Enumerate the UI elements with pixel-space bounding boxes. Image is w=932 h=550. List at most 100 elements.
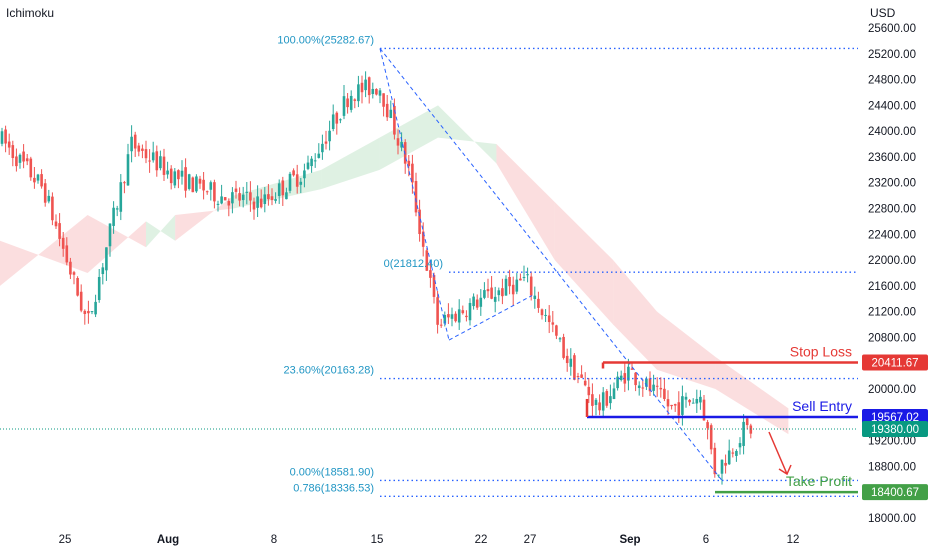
candle-body <box>54 221 58 227</box>
candle-body <box>414 180 418 213</box>
candle-body <box>497 290 501 296</box>
candle-body <box>724 462 727 466</box>
ichimoku-cloud-segment <box>146 214 176 248</box>
x-axis-tick-label: 6 <box>703 534 709 546</box>
candle-body <box>252 201 256 210</box>
y-axis-tick-label: 24800.00 <box>868 75 916 87</box>
candle-body <box>475 299 479 308</box>
candle-body <box>457 309 461 323</box>
candle-body <box>688 399 691 403</box>
candle-body <box>742 421 745 446</box>
candle-body <box>162 156 166 175</box>
candle-body <box>180 170 184 177</box>
currency-label: USD <box>870 6 896 20</box>
candle-body <box>375 88 378 95</box>
candle-body <box>155 151 159 171</box>
candle-body <box>522 277 526 279</box>
candle-body <box>432 275 436 297</box>
candle-body <box>360 82 364 93</box>
candle-body <box>25 158 29 162</box>
fib-trendline <box>379 48 450 341</box>
candle-body <box>443 314 447 324</box>
candle-body <box>461 310 465 314</box>
candle-body <box>141 148 144 151</box>
candle-body <box>144 149 148 159</box>
candle-body <box>713 447 717 475</box>
candle-body <box>29 158 33 178</box>
candle-body <box>472 296 475 307</box>
candle-body <box>425 250 429 271</box>
candle-body <box>598 402 601 411</box>
candle-body <box>418 209 421 235</box>
candle-body <box>130 136 133 152</box>
candle-body <box>537 298 540 308</box>
candle-body <box>526 274 529 276</box>
candle-body <box>90 311 94 313</box>
candle-body <box>263 194 267 205</box>
fib-level-label: 0(21812.40) <box>384 258 443 270</box>
y-axis-tick-label: 20000.00 <box>868 384 916 396</box>
sell-entry-price-tag-bg <box>862 408 928 425</box>
candle-body <box>267 194 270 200</box>
candle-body <box>583 380 587 386</box>
candle-body <box>159 156 162 169</box>
x-axis-tick-label: 27 <box>524 534 537 546</box>
candle-body <box>321 143 324 153</box>
projection-arrow <box>768 431 788 475</box>
candle-body <box>637 385 641 389</box>
candle-body <box>234 188 238 192</box>
fib-level-label: 0.786(18336.53) <box>293 482 374 494</box>
candle-body <box>670 404 673 407</box>
take-profit-price-tag: 18400.67 <box>871 487 919 499</box>
y-axis-tick-label: 18800.00 <box>868 461 916 473</box>
candle-body <box>83 310 87 315</box>
ichimoku-cloud-segment <box>0 214 88 286</box>
candle-body <box>699 396 702 403</box>
candle-body <box>727 450 731 465</box>
candle-body <box>277 183 281 197</box>
y-axis-tick-label: 23600.00 <box>868 152 916 164</box>
candle-body <box>288 173 292 191</box>
ichimoku-cloud-segment <box>233 169 322 209</box>
candle-body <box>11 145 15 159</box>
candle-body <box>648 378 652 392</box>
candle-body <box>616 376 619 389</box>
candle-body <box>108 223 112 247</box>
candle-body <box>565 355 569 364</box>
y-axis-tick-label: 25200.00 <box>868 49 916 61</box>
candle-body <box>483 290 486 298</box>
candle-body <box>69 261 72 275</box>
candle-body <box>223 197 227 201</box>
y-axis-tick-label: 25600.00 <box>868 23 916 35</box>
candle-body <box>342 96 346 116</box>
ichimoku-cloud-segment <box>175 195 234 241</box>
candle-body <box>720 459 724 474</box>
candle-body <box>436 297 439 325</box>
candle-body <box>641 387 645 389</box>
candle-body <box>465 315 468 318</box>
candle-body <box>529 276 533 296</box>
candle-body <box>151 152 155 161</box>
candle-body <box>738 443 742 448</box>
candle-body <box>259 198 263 208</box>
candle-body <box>101 267 105 275</box>
candle-body <box>396 138 400 146</box>
candle-body <box>105 247 108 271</box>
candle-body <box>202 179 205 191</box>
candle-body <box>0 131 4 144</box>
ichimoku-cloud-segment <box>613 260 657 370</box>
candle-body <box>299 181 303 185</box>
candle-body <box>501 288 504 297</box>
candle-body <box>295 174 299 187</box>
candle-body <box>137 145 141 152</box>
candle-body <box>609 396 612 404</box>
candle-body <box>601 392 605 411</box>
x-axis-tick-label: 8 <box>271 534 277 546</box>
candle-body <box>249 192 252 201</box>
candle-body <box>40 174 43 187</box>
candle-body <box>36 174 40 181</box>
candle-body <box>166 170 169 175</box>
y-axis-tick-label: 22800.00 <box>868 204 916 216</box>
candle-body <box>619 375 623 380</box>
